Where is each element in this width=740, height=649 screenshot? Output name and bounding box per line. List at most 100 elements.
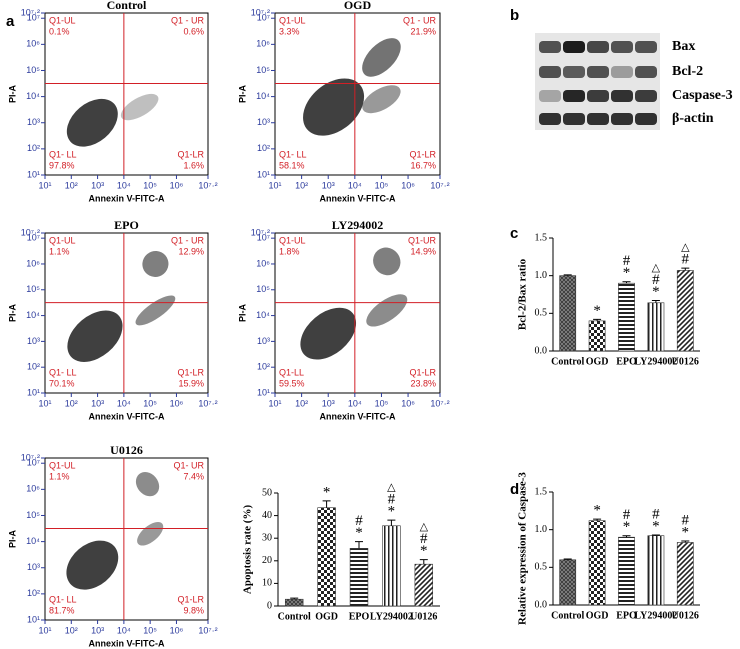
y-tick-label: 30 <box>262 532 272 543</box>
y-tick-label: 10⁴ <box>26 310 40 320</box>
x-tick-label: 10⁵ <box>143 625 157 635</box>
x-tick-label: Control <box>278 611 311 622</box>
y-tick-label: 20 <box>262 555 272 566</box>
event-cloud <box>366 294 408 327</box>
y-tick-label: 10⁴ <box>256 310 270 320</box>
y-tick-label: 10⁴ <box>256 91 270 101</box>
plot-frame <box>44 232 209 394</box>
quadrant-percent: 12.9% <box>178 246 204 256</box>
panel-label: a <box>6 13 15 30</box>
y-tick-label: 0 <box>267 600 272 611</box>
quadrant-percent: 0.6% <box>183 26 204 36</box>
blot-band <box>539 66 561 78</box>
x-tick-label: 10³ <box>91 180 104 190</box>
quadrant-name: Q1-LL <box>279 367 304 377</box>
y-axis-label: PI-A <box>7 84 17 103</box>
significance-mark: # <box>420 531 428 547</box>
y-tick-label: 10¹ <box>27 169 40 179</box>
quadrant-percent: 23.8% <box>410 378 436 388</box>
y-tick-label: 10³ <box>27 562 40 572</box>
y-tick-label: 0.5 <box>535 562 548 573</box>
x-tick-label: 10³ <box>91 398 104 408</box>
x-tick-label: 10⁶ <box>401 180 415 190</box>
x-tick-label: 10⁵ <box>143 398 157 408</box>
blot-band <box>635 113 657 125</box>
x-tick-label: 10¹ <box>38 180 51 190</box>
quadrant-percent: 16.7% <box>410 160 436 170</box>
event-cloud <box>303 78 365 136</box>
x-tick-label: 10⁷·² <box>198 180 217 190</box>
event-cloud <box>66 98 118 147</box>
x-tick-label: 10¹ <box>268 398 281 408</box>
y-axis-label: Bcl-2/Bax ratio <box>517 258 529 330</box>
blot-band <box>539 90 561 102</box>
blot-band <box>587 90 609 102</box>
x-tick-label: 10⁴ <box>117 625 131 635</box>
quadrant-name: Q1-UL <box>49 15 76 25</box>
quadrant-percent: 14.9% <box>410 246 436 256</box>
x-tick-label: EPO <box>616 610 637 621</box>
significance-mark: * <box>652 518 660 534</box>
quadrant-percent: 9.8% <box>183 605 204 615</box>
x-tick-label: 10⁴ <box>348 180 362 190</box>
panel-label: d <box>510 481 519 498</box>
y-tick-label: 10⁶ <box>26 39 40 49</box>
quadrant-percent: 81.7% <box>49 605 75 615</box>
quadrant-percent: 59.5% <box>279 378 305 388</box>
x-tick-label: LY294002 <box>634 356 677 367</box>
quadrant-name: Q1- UR <box>173 460 204 470</box>
x-tick-label: U0126 <box>410 611 437 622</box>
bar <box>676 542 694 606</box>
quadrant-name: Q1- LL <box>49 149 77 159</box>
event-cloud <box>142 250 169 277</box>
y-tick-label: 40 <box>262 510 272 521</box>
error-bar <box>622 281 631 284</box>
x-tick-label: 10⁵ <box>375 180 389 190</box>
quadrant-name: Q1-UL <box>49 460 76 470</box>
y-tick-label: 10³ <box>27 117 40 127</box>
x-tick-label: 10⁵ <box>143 180 157 190</box>
bar <box>559 275 577 352</box>
x-tick-label: OGD <box>586 356 609 367</box>
quadrant-percent: 3.3% <box>279 26 300 36</box>
significance-mark: # <box>388 492 396 508</box>
significance-mark: # <box>682 512 690 528</box>
y-tick-label: 10³ <box>257 336 270 346</box>
x-tick-label: LY294002 <box>370 611 413 622</box>
quadrant-name: Q1-UL <box>279 235 306 245</box>
quadrant-name: Q1- LL <box>49 367 77 377</box>
y-tick-label: 10¹ <box>257 387 270 397</box>
y-tick-label: 10⁷·² <box>251 227 270 237</box>
x-tick-label: 10⁷·² <box>198 398 217 408</box>
y-tick-label: 1.5 <box>535 486 548 497</box>
y-tick-label: 10⁴ <box>26 536 40 546</box>
protein-label: Caspase-3 <box>672 88 733 103</box>
bar <box>414 563 434 607</box>
bar <box>618 282 635 352</box>
error-bar <box>563 558 572 560</box>
plot-title: EPO <box>114 218 139 232</box>
y-tick-label: 50 <box>262 487 272 498</box>
x-tick-label: 10⁶ <box>401 398 415 408</box>
bar <box>647 302 665 352</box>
error-bar <box>355 541 363 549</box>
y-tick-label: 0.5 <box>535 308 548 319</box>
plot-title: LY294002 <box>332 218 384 232</box>
y-tick-label: 10² <box>27 588 40 598</box>
event-cloud <box>135 295 176 326</box>
y-tick-label: 10⁵ <box>26 284 40 294</box>
blot-band <box>539 41 561 53</box>
y-axis-label: Apoptosis rate (%) <box>242 505 254 595</box>
blot-band <box>635 41 657 53</box>
event-cloud <box>66 540 119 590</box>
y-tick-label: 10⁴ <box>26 91 40 101</box>
quadrant-percent: 1.1% <box>49 471 70 481</box>
error-bar <box>387 519 396 526</box>
error-bar <box>622 535 631 538</box>
y-tick-label: 10⁵ <box>256 284 270 294</box>
y-tick-label: 10⁷ <box>257 233 270 243</box>
x-axis-label: Annexin V-FITC-A <box>89 411 165 421</box>
y-tick-label: 10⁶ <box>256 39 270 49</box>
y-tick-label: 10⁷ <box>257 13 270 23</box>
significance-mark: # <box>682 252 690 268</box>
